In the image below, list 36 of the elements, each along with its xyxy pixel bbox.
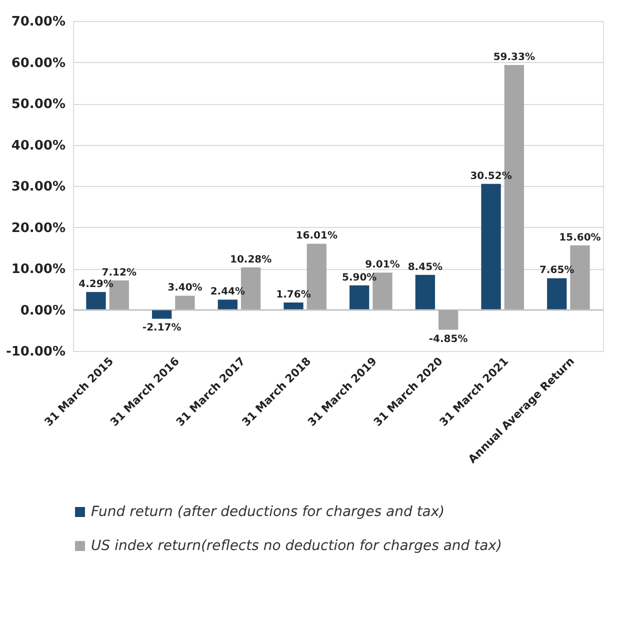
- bar: [415, 274, 436, 310]
- bar: [481, 184, 501, 310]
- data-label: 5.90%: [342, 272, 377, 284]
- data-label: 7.65%: [540, 265, 574, 276]
- y-tick-label: -10.00%: [6, 344, 66, 360]
- y-tick-label: 50.00%: [11, 97, 66, 112]
- legend-label: US index return(reflects no deduction for charges and tax): [91, 538, 502, 554]
- data-label: 2.44%: [210, 286, 246, 298]
- y-tick-label: 20.00%: [11, 220, 66, 236]
- data-label: -2.17%: [142, 322, 182, 334]
- bar: [175, 296, 195, 310]
- data-label: 30.52%: [470, 170, 512, 182]
- y-tick-label: 40.00%: [11, 138, 66, 154]
- bar: [218, 300, 238, 310]
- legend-label: Fund return (after deductions for charges and tax): [91, 504, 445, 520]
- data-label: 9.01%: [365, 260, 400, 271]
- y-tick-label: 0.00%: [20, 303, 66, 318]
- bar: [438, 310, 458, 330]
- data-label: 3.40%: [168, 282, 202, 294]
- data-label: 10.28%: [230, 254, 272, 266]
- data-label: 15.60%: [559, 232, 601, 244]
- bar: [284, 302, 304, 310]
- data-label: 16.01%: [296, 230, 338, 242]
- y-tick-label: 60.00%: [11, 56, 66, 71]
- data-label: 4.29%: [78, 279, 114, 290]
- data-label: 8.45%: [408, 262, 443, 273]
- y-tick-label: 30.00%: [11, 180, 66, 194]
- y-tick-label: 70.00%: [11, 14, 66, 30]
- bar: [86, 292, 106, 310]
- y-tick-label: 10.00%: [11, 262, 66, 277]
- data-label: -4.85%: [428, 334, 468, 345]
- data-label: 59.33%: [493, 52, 535, 64]
- data-label: 7.12%: [102, 267, 136, 278]
- data-label: 1.76%: [276, 289, 311, 300]
- bar: [547, 278, 567, 310]
- bar: [350, 285, 370, 310]
